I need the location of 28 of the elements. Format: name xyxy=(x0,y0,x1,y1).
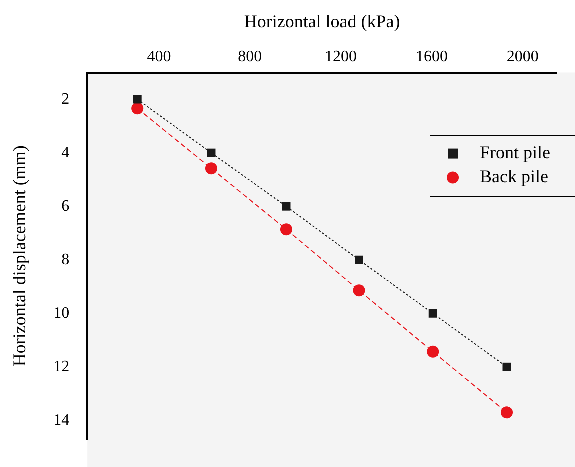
y-tick-label: 10 xyxy=(54,304,70,322)
point xyxy=(133,95,142,104)
x-axis-title: Horizontal load (kPa) xyxy=(244,12,400,32)
point xyxy=(132,102,144,115)
point xyxy=(427,346,440,358)
point xyxy=(502,362,512,372)
x-tick-label: 1200 xyxy=(325,48,358,66)
legend-label: Front pile xyxy=(480,142,551,163)
point xyxy=(500,406,513,419)
point xyxy=(207,148,216,158)
y-tick-label: 12 xyxy=(54,358,70,376)
x-tick-label: 800 xyxy=(238,48,262,66)
point xyxy=(280,224,292,236)
x-tick-label: 1600 xyxy=(416,48,448,66)
y-tick-label: 6 xyxy=(62,198,70,215)
point xyxy=(353,284,366,297)
legend-label: Back pile xyxy=(480,166,548,187)
point xyxy=(428,309,438,318)
y-tick-label: 8 xyxy=(62,251,70,268)
x-tick-label: 2000 xyxy=(506,48,539,66)
y-tick-label: 14 xyxy=(54,412,70,429)
point xyxy=(205,162,218,175)
y-axis-title: Horizontal displacement (mm) xyxy=(10,146,30,367)
point xyxy=(354,256,364,264)
y-tick-label: 4 xyxy=(62,144,70,162)
x-tick-label: 400 xyxy=(147,48,172,66)
point xyxy=(282,202,291,211)
y-tick-label: 2 xyxy=(62,90,70,108)
